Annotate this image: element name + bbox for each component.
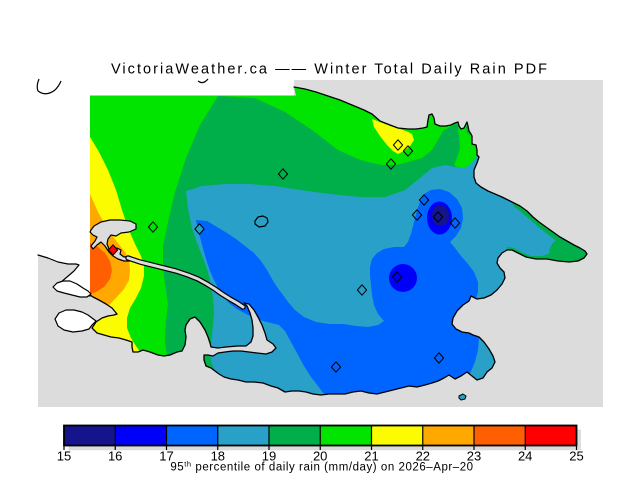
svg-text:17: 17 [159,449,173,464]
svg-text:16: 16 [108,449,122,464]
svg-text:24: 24 [518,449,532,464]
svg-text:21: 21 [364,449,378,464]
svg-text:VictoriaWeather.ca —— Winter T: VictoriaWeather.ca —— Winter Total Daily… [111,62,549,78]
svg-text:25: 25 [569,449,583,464]
svg-text:20: 20 [313,449,327,464]
svg-text:15: 15 [57,449,71,464]
svg-text:22: 22 [416,449,430,464]
svg-text:23: 23 [467,449,481,464]
svg-text:19: 19 [262,449,276,464]
svg-text:95th percentile of daily rain: 95th percentile of daily rain (mm/day) o… [170,460,473,474]
svg-text:18: 18 [211,449,225,464]
